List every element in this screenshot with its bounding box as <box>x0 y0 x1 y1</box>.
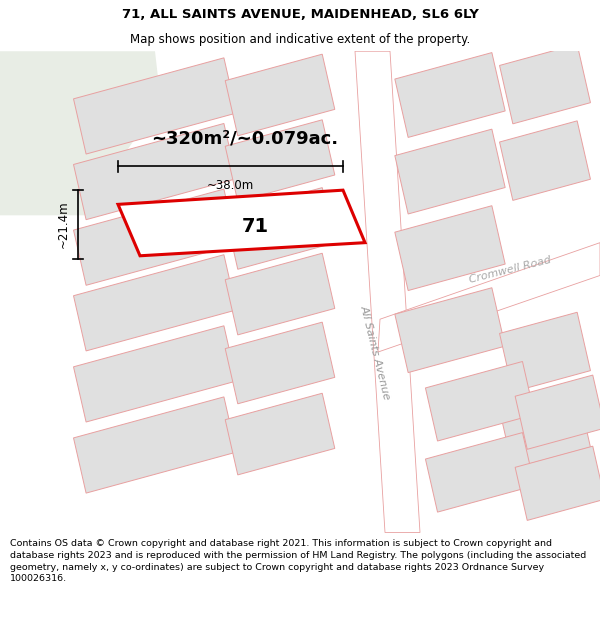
Polygon shape <box>225 120 335 201</box>
Text: ~320m²/~0.079ac.: ~320m²/~0.079ac. <box>151 130 338 148</box>
Polygon shape <box>395 288 505 372</box>
Polygon shape <box>74 255 236 351</box>
Polygon shape <box>225 54 335 136</box>
Text: 71, ALL SAINTS AVENUE, MAIDENHEAD, SL6 6LY: 71, ALL SAINTS AVENUE, MAIDENHEAD, SL6 6… <box>122 8 478 21</box>
Polygon shape <box>500 44 590 124</box>
Polygon shape <box>500 389 590 468</box>
Text: Contains OS data © Crown copyright and database right 2021. This information is : Contains OS data © Crown copyright and d… <box>10 539 586 583</box>
Polygon shape <box>0 51 170 215</box>
Polygon shape <box>74 124 236 219</box>
Polygon shape <box>225 322 335 404</box>
Polygon shape <box>74 397 236 493</box>
Text: ~38.0m: ~38.0m <box>207 179 254 192</box>
Text: Cromwell Road: Cromwell Road <box>468 255 552 285</box>
Polygon shape <box>395 206 505 291</box>
Polygon shape <box>395 129 505 214</box>
Polygon shape <box>500 121 590 201</box>
Polygon shape <box>515 375 600 449</box>
Polygon shape <box>500 312 590 392</box>
Polygon shape <box>425 432 535 512</box>
Polygon shape <box>378 242 600 352</box>
Polygon shape <box>225 253 335 335</box>
Polygon shape <box>395 52 505 138</box>
Polygon shape <box>515 446 600 521</box>
Polygon shape <box>225 393 335 475</box>
Polygon shape <box>74 189 236 285</box>
Polygon shape <box>74 326 236 422</box>
Polygon shape <box>225 188 335 269</box>
Polygon shape <box>425 361 535 441</box>
Text: All Saints Avenue: All Saints Avenue <box>358 304 392 401</box>
Polygon shape <box>118 190 365 256</box>
Text: Map shows position and indicative extent of the property.: Map shows position and indicative extent… <box>130 34 470 46</box>
Text: 71: 71 <box>241 217 269 236</box>
Polygon shape <box>355 51 420 532</box>
Text: ~21.4m: ~21.4m <box>57 201 70 248</box>
Polygon shape <box>74 58 236 154</box>
